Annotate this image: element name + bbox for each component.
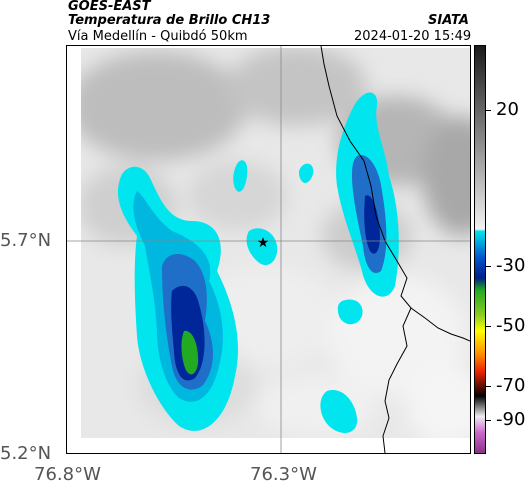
colorbar-tick bbox=[486, 266, 491, 267]
coastline bbox=[320, 46, 470, 342]
product-title: Temperatura de Brillo CH13 bbox=[68, 13, 271, 28]
colorbar-gradient bbox=[475, 46, 485, 453]
colorbar-tick bbox=[486, 326, 491, 327]
colorbar bbox=[474, 45, 486, 454]
colorbar-tick bbox=[486, 420, 491, 421]
colorbar-label-minus30: -30 bbox=[496, 255, 526, 276]
colorbar-label-minus50: -50 bbox=[496, 315, 526, 336]
lat-label-5-2: 5.2°N bbox=[0, 443, 52, 464]
colorbar-tick bbox=[486, 386, 491, 387]
lon-label-76-8: 76.8°W bbox=[34, 464, 101, 485]
brightness-temperature-map: ★ bbox=[66, 45, 471, 454]
colorbar-tick bbox=[486, 110, 491, 111]
star-marker-icon: ★ bbox=[257, 235, 270, 251]
convective-cloud-west bbox=[117, 166, 238, 431]
colorbar-label-minus90: -90 bbox=[496, 409, 526, 430]
lon-label-76-3: 76.3°W bbox=[250, 464, 317, 485]
organization-label: SIATA bbox=[428, 13, 469, 28]
border-line bbox=[382, 307, 412, 453]
satellite-label: GOES-EAST bbox=[68, 0, 151, 14]
route-subtitle: Vía Medellín - Quibdó 50km bbox=[68, 29, 248, 44]
colorbar-label-minus70: -70 bbox=[496, 375, 526, 396]
small-cloud-cells bbox=[233, 160, 363, 433]
colorbar-label-20: 20 bbox=[496, 99, 519, 120]
lat-label-5-7: 5.7°N bbox=[0, 230, 52, 251]
timestamp: 2024-01-20 15:49 bbox=[354, 29, 472, 44]
map-canvas: ★ bbox=[67, 46, 470, 453]
